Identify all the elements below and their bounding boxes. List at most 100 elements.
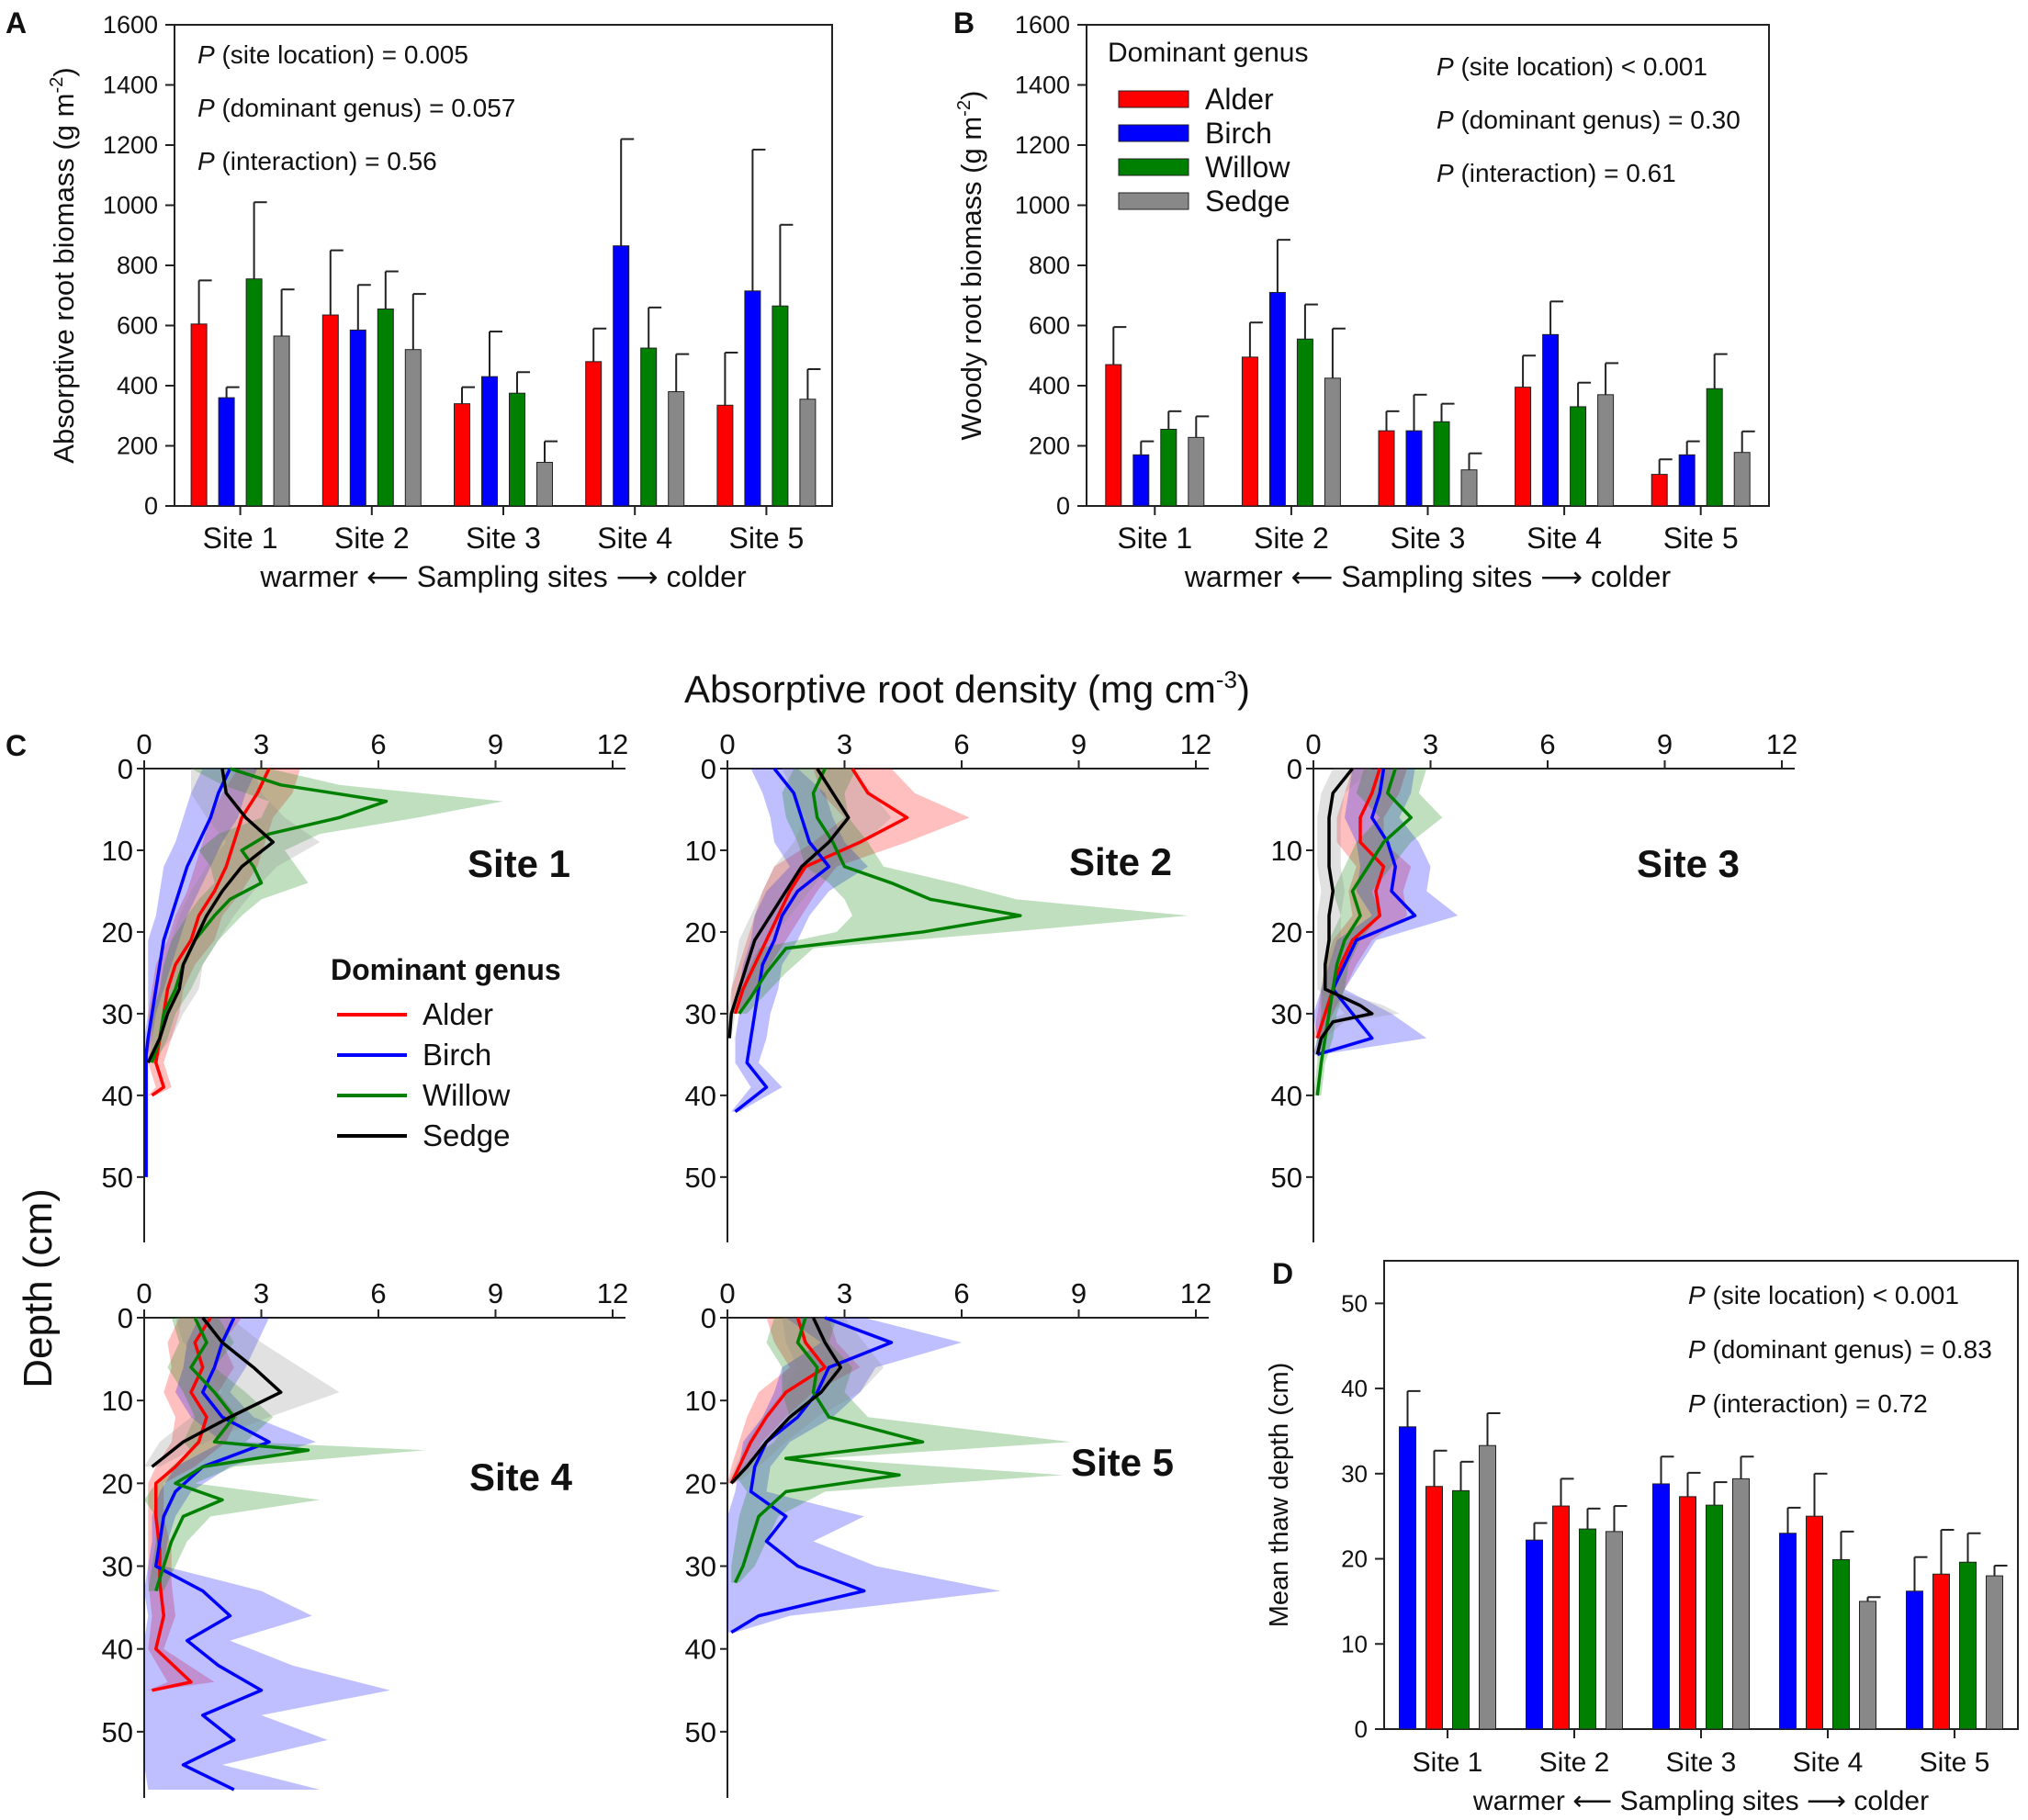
y-tick-label: 200 bbox=[1029, 433, 1070, 460]
p-value-annotation: P (site location) < 0.001 bbox=[1436, 52, 1707, 81]
x-tick-label: Site 4 bbox=[597, 522, 672, 555]
panel-letter: A bbox=[6, 6, 27, 39]
y-axis-label: Mean thaw depth (cm) bbox=[1265, 1363, 1294, 1628]
x-tick-label: Site 1 bbox=[203, 522, 278, 555]
p-symbol: P bbox=[197, 94, 215, 122]
y-tick-label: 1000 bbox=[1015, 192, 1070, 219]
uncertainty-band-sedge bbox=[727, 769, 892, 1039]
y-tick-label: 400 bbox=[117, 372, 158, 399]
y-tick-label: 1600 bbox=[103, 11, 158, 39]
x-tick-label: Site 3 bbox=[1666, 1747, 1737, 1778]
x-tick-label: Site 1 bbox=[1117, 522, 1192, 555]
bar-alder bbox=[1378, 430, 1395, 507]
depth-tick-label: 30 bbox=[685, 998, 716, 1030]
bar-alder bbox=[1806, 1515, 1823, 1730]
y-tick-label: 1200 bbox=[1015, 131, 1070, 159]
x-tick-label: 9 bbox=[1071, 1277, 1087, 1309]
density-line-birch bbox=[1316, 768, 1417, 1057]
depth-tick-label: 40 bbox=[102, 1634, 133, 1666]
x-tick-label: 6 bbox=[953, 1277, 969, 1309]
x-tick-label: Site 3 bbox=[1391, 522, 1466, 555]
depth-tick-label: 0 bbox=[118, 753, 133, 785]
bar-birch bbox=[1779, 1533, 1797, 1730]
density-line-alder bbox=[733, 768, 909, 1015]
p-symbol: P bbox=[1436, 52, 1454, 81]
p-text: (interaction) = 0.61 bbox=[1454, 159, 1676, 187]
bar-sedge bbox=[1188, 436, 1205, 507]
panel-d-bar-chart: 0 10 20 30 40 50 D Mean thaw depth (cm) Site 1 Si… bbox=[1265, 1257, 2019, 1816]
panel-letter: B bbox=[953, 6, 975, 39]
depth-tick-label: 20 bbox=[685, 1467, 716, 1500]
bar-birch bbox=[1268, 291, 1286, 507]
p-value-annotation: P (site location) = 0.005 bbox=[197, 40, 468, 69]
depth-tick-label: 50 bbox=[1271, 1162, 1302, 1194]
bar-willow bbox=[1433, 421, 1450, 507]
y-axis-label: Woody root biomass (g m-2) bbox=[954, 91, 987, 441]
site-profile-1: 0 3 6 9 12 0 10 20 30 40 50 Site 1 bbox=[102, 728, 628, 1242]
bar-alder bbox=[1679, 1496, 1696, 1730]
y-tick-label: 1400 bbox=[103, 72, 158, 99]
x-axis-label: warmer ⟵ Sampling sites ⟶ colder bbox=[259, 560, 747, 593]
bar-willow bbox=[640, 347, 658, 507]
density-line-sedge bbox=[151, 1316, 283, 1468]
bar-sedge bbox=[799, 399, 817, 507]
bar-alder bbox=[454, 403, 470, 507]
depth-tick-label: 0 bbox=[701, 753, 716, 785]
panel-letter: C bbox=[6, 729, 27, 762]
bar-birch bbox=[1906, 1590, 1923, 1730]
depth-tick-label: 10 bbox=[1271, 835, 1302, 867]
uncertainty-band-alder bbox=[727, 1318, 861, 1484]
y-tick-label: 1000 bbox=[103, 192, 158, 219]
y-tick-label: 200 bbox=[117, 433, 158, 460]
uncertainty-band-birch bbox=[727, 1318, 1001, 1633]
legend-label-birch: Birch bbox=[1205, 117, 1272, 150]
p-value-annotation: P (interaction) = 0.61 bbox=[1436, 159, 1676, 187]
y-tick-label: 600 bbox=[117, 312, 158, 340]
x-tick-label: 0 bbox=[136, 728, 152, 760]
bar-birch bbox=[218, 397, 235, 507]
depth-tick-label: 30 bbox=[1271, 998, 1302, 1030]
density-line-sedge bbox=[146, 768, 275, 1064]
x-tick-label: 0 bbox=[136, 1277, 152, 1309]
p-symbol: P bbox=[1688, 1389, 1706, 1418]
x-tick-label: 3 bbox=[254, 728, 269, 760]
p-symbol: P bbox=[1688, 1281, 1706, 1309]
x-tick-label: 6 bbox=[1539, 728, 1555, 760]
x-tick-label: Site 5 bbox=[1920, 1747, 1990, 1778]
uncertainty-band-willow bbox=[148, 769, 503, 1063]
p-text: (interaction) = 0.72 bbox=[1706, 1389, 1928, 1418]
density-line-birch bbox=[154, 1317, 271, 1792]
depth-tick-label: 20 bbox=[102, 916, 133, 949]
depth-tick-label: 20 bbox=[102, 1467, 133, 1500]
y-tick-label: 30 bbox=[1341, 1460, 1368, 1488]
x-tick-label: 3 bbox=[837, 728, 852, 760]
bar-birch bbox=[349, 329, 366, 507]
depth-tick-label: 50 bbox=[685, 1162, 716, 1194]
x-tick-label: 0 bbox=[719, 1277, 735, 1309]
bar-sedge bbox=[1460, 469, 1478, 507]
bar-willow bbox=[509, 392, 525, 507]
bar-willow bbox=[1959, 1561, 1977, 1730]
p-text: (interaction) = 0.56 bbox=[215, 147, 437, 175]
legend-label-sedge: Sedge bbox=[422, 1118, 510, 1152]
p-value-annotation: P (dominant genus) = 0.057 bbox=[197, 94, 515, 122]
bar-alder bbox=[1552, 1505, 1570, 1730]
bar-willow bbox=[1570, 406, 1587, 507]
y-axis-label-close: ) bbox=[48, 67, 80, 76]
x-tick-label: 12 bbox=[1180, 728, 1211, 760]
y-axis-label-main: Mean thaw depth (cm) bbox=[1265, 1363, 1294, 1628]
bar-birch bbox=[744, 290, 761, 507]
depth-tick-label: 20 bbox=[685, 916, 716, 949]
bar-willow bbox=[1706, 388, 1723, 507]
uncertainty-band-willow bbox=[1313, 769, 1443, 1095]
y-axis-label-close: ) bbox=[955, 91, 987, 100]
legend-label-birch: Birch bbox=[422, 1038, 491, 1072]
site-profile-4: 0 3 6 9 12 0 10 20 30 40 50 Site 4 bbox=[102, 1277, 628, 1798]
x-tick-label: Site 4 bbox=[1527, 522, 1602, 555]
panel-c-depth-profiles: Absorptive root density (mg cm-3) Depth … bbox=[6, 666, 1797, 1798]
site-label: Site 4 bbox=[469, 1455, 573, 1499]
bar-alder bbox=[1651, 474, 1668, 507]
bar-willow bbox=[1579, 1528, 1596, 1730]
y-tick-label: 800 bbox=[117, 252, 158, 279]
bar-birch bbox=[1678, 454, 1696, 507]
